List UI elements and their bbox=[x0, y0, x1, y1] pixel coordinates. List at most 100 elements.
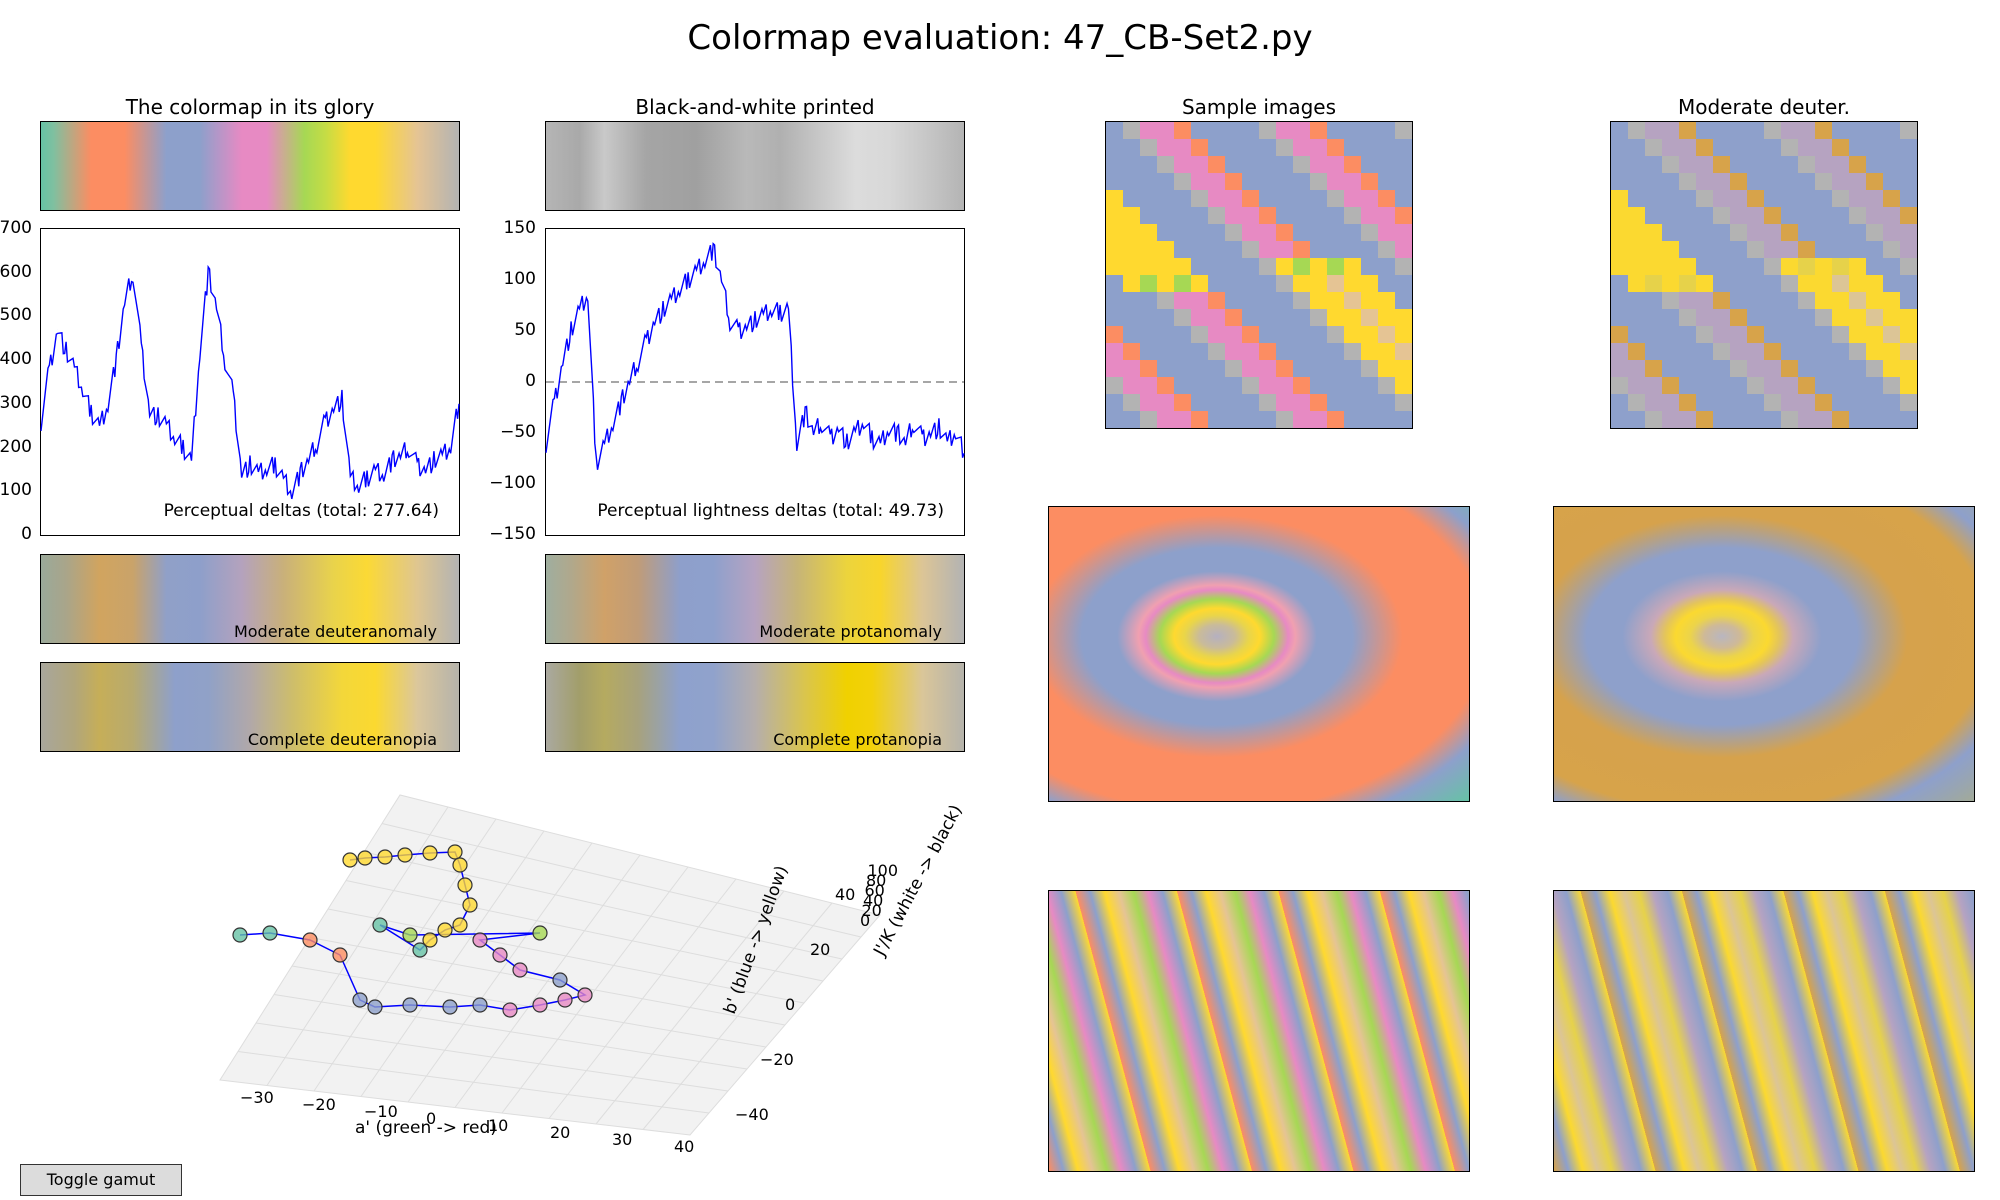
mosaic-cell bbox=[1276, 360, 1294, 378]
mosaic-cell bbox=[1344, 224, 1362, 242]
mosaic-cell bbox=[1747, 411, 1765, 428]
mosaic-cell bbox=[1730, 309, 1748, 327]
mosaic-cell bbox=[1611, 309, 1629, 327]
mosaic-cell bbox=[1900, 394, 1917, 412]
mosaic-cell bbox=[1679, 190, 1697, 208]
mosaic-cell bbox=[1662, 377, 1680, 395]
mosaic-cell bbox=[1259, 275, 1277, 293]
noise-mosaic-deuter bbox=[1611, 122, 1917, 428]
3d-point bbox=[402, 927, 418, 943]
mosaic-cell bbox=[1815, 394, 1833, 412]
mosaic-cell bbox=[1140, 411, 1158, 428]
mosaic-cell bbox=[1140, 139, 1158, 157]
mosaic-cell bbox=[1900, 190, 1917, 208]
3d-point bbox=[472, 932, 488, 948]
mosaic-cell bbox=[1259, 309, 1277, 327]
mosaic-cell bbox=[1815, 241, 1833, 259]
mosaic-cell bbox=[1310, 139, 1328, 157]
mosaic-cell bbox=[1628, 190, 1646, 208]
mosaic-cell bbox=[1361, 309, 1379, 327]
3d-floor bbox=[219, 794, 881, 1136]
mosaic-cell bbox=[1208, 190, 1226, 208]
mosaic-cell bbox=[1696, 156, 1714, 174]
mosaic-cell bbox=[1900, 258, 1917, 276]
perceptual-deltas-plot-frame: Perceptual deltas (total: 277.64) bbox=[40, 228, 460, 536]
mosaic-cell bbox=[1900, 173, 1917, 191]
mosaic-cell bbox=[1106, 394, 1124, 412]
mosaic-cell bbox=[1378, 275, 1396, 293]
mosaic-cell bbox=[1225, 394, 1243, 412]
mosaic-cell bbox=[1849, 207, 1867, 225]
mosaic-cell bbox=[1747, 377, 1765, 395]
mosaic-cell bbox=[1883, 190, 1901, 208]
grid-line bbox=[345, 880, 824, 982]
mosaic-cell bbox=[1764, 343, 1782, 361]
mosaic-cell bbox=[1815, 258, 1833, 276]
mosaic-cell bbox=[1276, 309, 1294, 327]
mosaic-cell bbox=[1866, 258, 1884, 276]
mosaic-cell bbox=[1832, 377, 1850, 395]
mosaic-cell bbox=[1815, 139, 1833, 157]
mosaic-cell bbox=[1900, 343, 1917, 361]
mosaic-cell bbox=[1713, 258, 1731, 276]
3d-point bbox=[422, 932, 438, 948]
mosaic-cell bbox=[1781, 292, 1799, 310]
mosaic-cell bbox=[1242, 207, 1260, 225]
mosaic-cell bbox=[1310, 156, 1328, 174]
mosaic-cell bbox=[1140, 156, 1158, 174]
y-tick-label: 100 bbox=[0, 480, 32, 501]
mosaic-cell bbox=[1378, 258, 1396, 276]
mosaic-cell bbox=[1174, 411, 1192, 428]
3d-point bbox=[492, 947, 508, 963]
mosaic-cell bbox=[1157, 275, 1175, 293]
mosaic-cell bbox=[1645, 224, 1663, 242]
mosaic-cell bbox=[1361, 122, 1379, 140]
mosaic-cell bbox=[1747, 207, 1765, 225]
perceptual-deltas-annotation: Perceptual deltas (total: 277.64) bbox=[163, 501, 439, 521]
mosaic-cell bbox=[1662, 411, 1680, 428]
grid-line bbox=[309, 937, 786, 1026]
panel-title-samples: Sample images bbox=[1181, 95, 1337, 119]
mosaic-cell bbox=[1276, 275, 1294, 293]
mosaic-cell bbox=[1123, 224, 1141, 242]
mosaic-cell bbox=[1866, 156, 1884, 174]
mosaic-cell bbox=[1327, 292, 1345, 310]
mosaic-cell bbox=[1395, 394, 1412, 412]
mosaic-cell bbox=[1798, 360, 1816, 378]
mosaic-cell bbox=[1395, 309, 1412, 327]
toggle-gamut-button[interactable]: Toggle gamut bbox=[20, 1164, 182, 1196]
mosaic-cell bbox=[1764, 173, 1782, 191]
mosaic-cell bbox=[1140, 394, 1158, 412]
bw-printed-bar bbox=[545, 121, 965, 211]
mosaic-cell bbox=[1106, 411, 1124, 428]
x-tick-label: 40 bbox=[674, 1137, 694, 1156]
mosaic-cell bbox=[1832, 241, 1850, 259]
mosaic-cell bbox=[1611, 292, 1629, 310]
mosaic-cell bbox=[1696, 241, 1714, 259]
mosaic-cell bbox=[1208, 258, 1226, 276]
mosaic-cell bbox=[1259, 224, 1277, 242]
mosaic-cell bbox=[1378, 309, 1396, 327]
mosaic-cell bbox=[1174, 224, 1192, 242]
mosaic-cell bbox=[1140, 122, 1158, 140]
mosaic-cell bbox=[1157, 292, 1175, 310]
mosaic-cell bbox=[1123, 326, 1141, 344]
mosaic-cell bbox=[1395, 258, 1412, 276]
mosaic-cell bbox=[1679, 275, 1697, 293]
mosaic-cell bbox=[1628, 343, 1646, 361]
mosaic-cell bbox=[1781, 258, 1799, 276]
mosaic-cell bbox=[1242, 394, 1260, 412]
grid-line bbox=[595, 890, 785, 1125]
mosaic-cell bbox=[1225, 224, 1243, 242]
mosaic-cell bbox=[1696, 411, 1714, 428]
mosaic-cell bbox=[1645, 207, 1663, 225]
mosaic-cell bbox=[1713, 207, 1731, 225]
mosaic-cell bbox=[1781, 377, 1799, 395]
y-tick-label: −150 bbox=[489, 524, 536, 544]
mosaic-cell bbox=[1611, 122, 1629, 140]
mosaic-cell bbox=[1764, 122, 1782, 140]
y-tick-label: 0 bbox=[525, 371, 536, 391]
y-tick-label: 40 bbox=[835, 885, 855, 904]
sample-image-radial bbox=[1048, 506, 1470, 802]
mosaic-cell bbox=[1900, 275, 1917, 293]
